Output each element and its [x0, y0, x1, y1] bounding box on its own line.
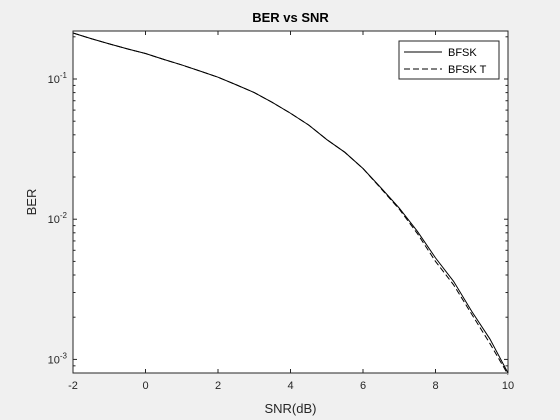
x-axis-label: SNR(dB): [264, 401, 316, 416]
y-tick-exponent: -2: [60, 211, 68, 220]
y-tick-label: 10-1: [48, 71, 68, 86]
y-tick-exponent: -1: [60, 71, 68, 80]
y-tick-exponent: -3: [60, 351, 68, 360]
legend-label-bfsk: BFSK: [448, 47, 477, 59]
chart-title: BER vs SNR: [252, 10, 329, 25]
y-tick-base: 10: [48, 214, 60, 226]
plot-area: [73, 31, 508, 373]
x-tick-label: 2: [215, 380, 221, 392]
x-tick-label: 4: [287, 380, 293, 392]
x-tick-label: -2: [68, 380, 78, 392]
y-tick-base: 10: [48, 354, 60, 366]
x-tick-label: 8: [432, 380, 438, 392]
y-tick-label: 10-3: [48, 351, 68, 366]
y-tick-base: 10: [48, 74, 60, 86]
y-axis-label: BER: [24, 189, 39, 216]
x-tick-label: 6: [360, 380, 366, 392]
legend: BFSK BFSK T: [399, 41, 499, 79]
legend-label-bfsk-t: BFSK T: [448, 64, 487, 76]
x-tick-label: 0: [142, 380, 148, 392]
x-tick-label: 10: [502, 380, 514, 392]
y-tick-label: 10-2: [48, 211, 68, 226]
